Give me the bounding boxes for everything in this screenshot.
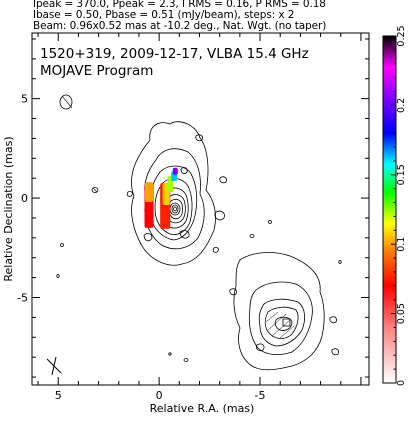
colorbar-tick-label: 0.2	[396, 98, 407, 113]
y-tick-label: 0	[21, 192, 28, 205]
colorbar-tick-label: 0.25	[396, 25, 407, 46]
plot-subtitle: MOJAVE Program	[40, 63, 153, 79]
axis-ticks	[32, 33, 369, 385]
header-line-2: Ibase = 0.50, Pbase = 0.51 (mJy/beam), s…	[33, 9, 295, 21]
axis-tick-labels: 5 0 -5 5 0 -5	[17, 93, 265, 402]
colorbar-tick-label: 0.05	[396, 303, 407, 324]
plot-title: 1520+319, 2009-12-17, VLBA 15.4 GHz	[40, 46, 309, 62]
polarization-patches	[144, 167, 178, 229]
beam-cross	[46, 356, 62, 376]
colorbar-tick-label: 0	[396, 380, 407, 386]
plot-frame	[31, 32, 370, 386]
pol-patch-6	[172, 167, 178, 175]
x-tick-label: 0	[156, 389, 163, 402]
pol-patch-2	[145, 182, 154, 203]
colorbar-ticks	[391, 35, 396, 384]
colorbar	[382, 35, 397, 384]
header-line-1: Ipeak = 370.0, Ppeak = 2.3, I RMS = 0.16…	[33, 0, 326, 10]
header-line-3: Beam: 0.96x0.52 mas at -10.2 deg., Nat. …	[33, 20, 327, 32]
colorbar-tick-label: 0.15	[396, 164, 407, 185]
colorbar-tick-labels: 0 0.05 0.1 0.15 0.2 0.25	[396, 25, 407, 386]
y-axis-label: Relative Declination (mas)	[2, 136, 15, 281]
x-tick-label: 5	[55, 389, 62, 402]
y-tick-label: 5	[21, 93, 28, 106]
x-tick-label: -5	[255, 389, 266, 402]
colorbar-tick-label: 0.1	[396, 237, 407, 252]
x-axis-label: Relative R.A. (mas)	[150, 402, 255, 415]
contour-lines	[56, 94, 342, 371]
y-tick-label: -5	[17, 291, 28, 304]
